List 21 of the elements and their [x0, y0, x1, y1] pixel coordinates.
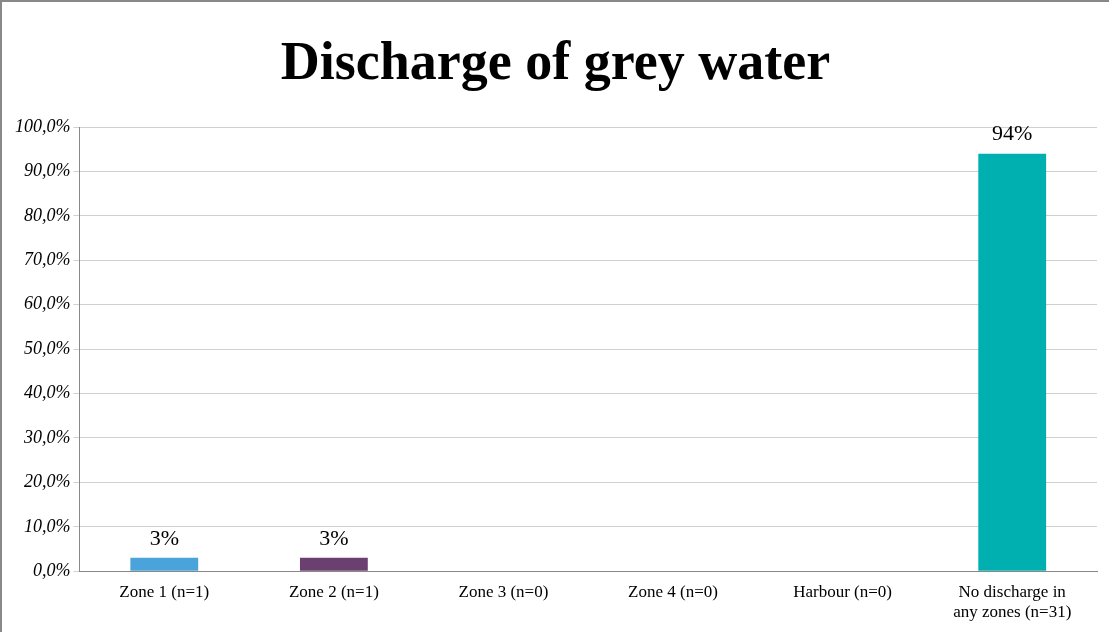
x-tick-label: Zone 2 (n=1)	[288, 581, 379, 601]
y-tick-label: 30,0%	[22, 426, 71, 447]
y-tick-label: 50,0%	[23, 337, 71, 358]
chart-title: Discharge of grey water	[279, 30, 832, 92]
data-label: 3%	[319, 524, 349, 550]
x-tick-label: Zone 3 (n=0)	[458, 581, 549, 601]
y-tick-label: 20,0%	[23, 471, 71, 492]
y-tick-label: 70,0%	[23, 248, 71, 269]
y-tick-label: 100,0%	[14, 115, 71, 136]
data-label: 94%	[992, 120, 1033, 146]
y-tick-label: 10,0%	[23, 515, 71, 536]
y-tick-label: 0,0%	[32, 559, 71, 580]
x-tick-label: No discharge in any zones (n=31)	[953, 581, 1072, 622]
y-tick-label: 40,0%	[23, 382, 71, 403]
x-tick-label: Harbour (n=0)	[793, 581, 893, 601]
y-tick-label: 60,0%	[23, 293, 71, 314]
y-tick-label: 90,0%	[23, 160, 71, 181]
y-tick-label: 80,0%	[23, 204, 71, 225]
data-label: 3%	[149, 524, 179, 550]
x-tick-label: Zone 4 (n=0)	[628, 581, 718, 601]
x-tick-label: Zone 1 (n=1)	[119, 581, 210, 601]
